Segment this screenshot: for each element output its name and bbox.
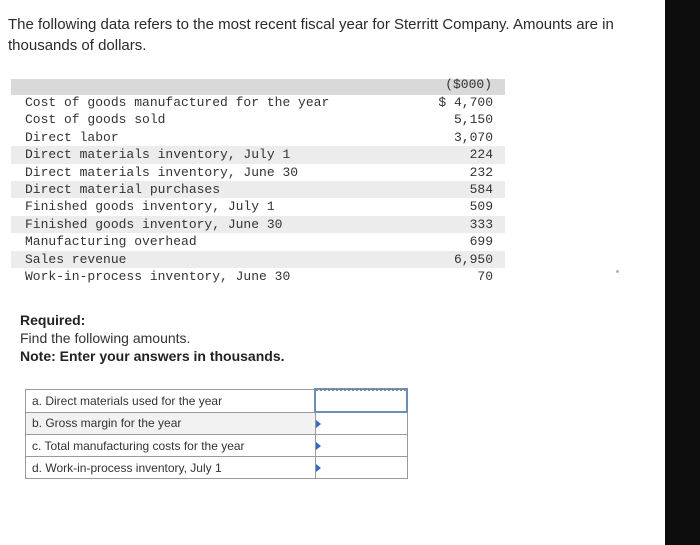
row-value: 232 bbox=[469, 164, 493, 180]
table-row: Direct materials inventory, July 1 224 bbox=[11, 146, 505, 164]
row-label: Sales revenue bbox=[25, 251, 127, 267]
table-header-band bbox=[11, 79, 505, 95]
input-marker-icon bbox=[315, 419, 321, 428]
answer-row: b. Gross margin for the year bbox=[25, 411, 408, 435]
answer-row: c. Total manufacturing costs for the yea… bbox=[25, 434, 408, 457]
question-label: d. Work-in-process inventory, July 1 bbox=[25, 456, 316, 479]
row-value: 333 bbox=[469, 216, 493, 232]
unit-header: ($000) bbox=[445, 77, 492, 92]
table-row: Cost of goods sold 5,150 bbox=[11, 111, 505, 128]
answer-table: a. Direct materials used for the year b.… bbox=[25, 388, 408, 479]
answer-cell[interactable] bbox=[314, 434, 408, 457]
answer-input-d[interactable] bbox=[319, 458, 406, 477]
question-label: a. Direct materials used for the year bbox=[25, 388, 316, 413]
answer-cell[interactable] bbox=[314, 388, 408, 413]
answer-row: d. Work-in-process inventory, July 1 bbox=[25, 456, 408, 479]
row-value: 6,950 bbox=[453, 251, 493, 267]
required-title: Required: bbox=[20, 312, 86, 328]
answer-row: a. Direct materials used for the year bbox=[25, 388, 408, 413]
row-value: 224 bbox=[469, 147, 493, 163]
stray-mark bbox=[616, 270, 619, 273]
answer-cell[interactable] bbox=[314, 411, 408, 435]
row-label: Finished goods inventory, June 30 bbox=[25, 216, 283, 232]
row-value: 584 bbox=[469, 181, 493, 197]
table-row: Work-in-process inventory, June 30 70 bbox=[11, 268, 505, 285]
row-value: 509 bbox=[469, 199, 493, 215]
table-row: Sales revenue 6,950 bbox=[11, 250, 505, 268]
answer-input-c[interactable] bbox=[319, 436, 406, 455]
answer-cell[interactable] bbox=[314, 456, 408, 479]
answer-input-a[interactable] bbox=[320, 391, 406, 410]
row-label: Manufacturing overhead bbox=[25, 234, 197, 250]
table-row: Direct material purchases 584 bbox=[11, 180, 505, 199]
row-label: Cost of goods manufactured for the year bbox=[25, 95, 330, 110]
required-note: Note: Enter your answers in thousands. bbox=[20, 348, 285, 364]
row-label: Direct materials inventory, June 30 bbox=[25, 164, 299, 180]
table-row: Direct materials inventory, June 30 232 bbox=[11, 164, 505, 181]
table-row: Manufacturing overhead 699 bbox=[11, 233, 505, 250]
table-row: Direct labor 3,070 bbox=[11, 129, 505, 146]
question-label: c. Total manufacturing costs for the yea… bbox=[25, 434, 316, 457]
input-marker-icon bbox=[315, 441, 321, 450]
row-label: Finished goods inventory, July 1 bbox=[25, 199, 275, 215]
row-value: $ 4,700 bbox=[438, 95, 493, 110]
required-instruction: Find the following amounts. bbox=[20, 330, 191, 346]
row-label: Direct labor bbox=[25, 129, 119, 145]
row-label: Direct materials inventory, July 1 bbox=[25, 147, 291, 163]
table-row: Finished goods inventory, July 1 509 bbox=[11, 198, 505, 215]
row-label: Direct material purchases bbox=[25, 181, 221, 197]
row-label: Cost of goods sold bbox=[25, 112, 166, 128]
answer-input-b[interactable] bbox=[319, 414, 406, 433]
problem-intro: The following data refers to the most re… bbox=[8, 16, 614, 54]
table-row: Finished goods inventory, June 30 333 bbox=[11, 215, 505, 234]
row-value: 3,070 bbox=[453, 129, 493, 145]
window-edge-bar bbox=[665, 0, 700, 545]
row-label: Work-in-process inventory, June 30 bbox=[25, 268, 291, 284]
input-marker-icon bbox=[315, 463, 321, 472]
question-label: b. Gross margin for the year bbox=[25, 411, 316, 435]
required-section: Required: Find the following amounts. No… bbox=[20, 311, 285, 365]
focus-dotted-line bbox=[316, 389, 406, 391]
table-row: Cost of goods manufactured for the year … bbox=[11, 94, 505, 111]
row-value: 5,150 bbox=[453, 112, 493, 128]
row-value: 70 bbox=[477, 268, 493, 284]
row-value: 699 bbox=[469, 234, 493, 250]
